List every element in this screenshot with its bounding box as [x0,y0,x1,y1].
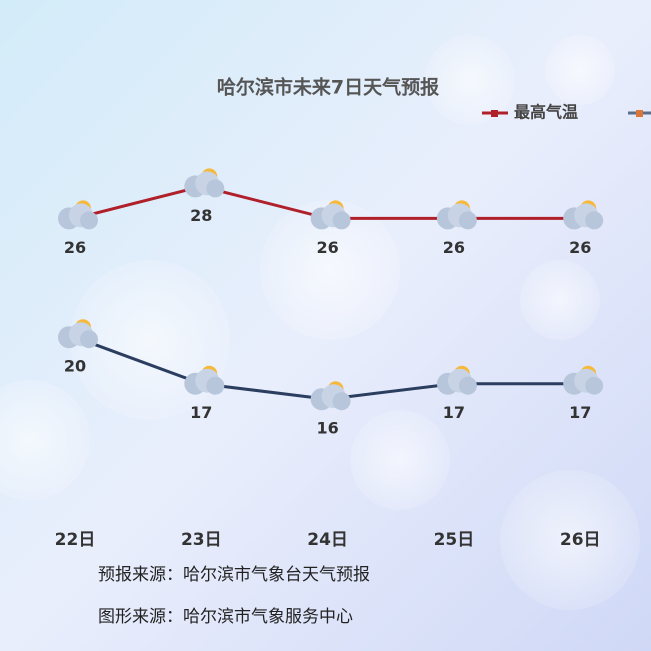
note: 图形来源：哈尔滨市气象服务中心 [98,607,353,627]
x-tick-label: 24日 [307,530,348,550]
weather-icon [310,381,351,411]
weather-icon [563,200,604,230]
weather-icon [310,200,351,230]
x-tick-label: 22日 [55,530,96,550]
legend-marker [491,110,498,117]
weather-icon [436,200,477,230]
weather-icon [58,319,98,349]
data-label: 26 [569,238,591,257]
legend-label: 最高气温 [514,103,578,122]
weather-icon [184,365,225,395]
note: 预报来源：哈尔滨市气象台天气预报 [98,565,370,585]
weather-icon [563,365,604,395]
data-label: 20 [64,357,86,376]
weather-icon [58,200,98,230]
data-label: 17 [190,403,212,422]
data-label: 26 [64,238,86,257]
x-tick-label: 25日 [434,530,475,550]
legend-marker [636,110,643,117]
weather-icon [436,365,477,395]
data-label: 26 [316,238,338,257]
chart-title: 哈尔滨市未来7日天气预报 [217,76,439,99]
data-label: 17 [569,403,591,422]
x-tick-label: 23日 [181,530,222,550]
data-label: 16 [316,419,338,438]
weather-icon [184,168,225,198]
data-label: 26 [443,238,465,257]
data-label: 17 [443,403,465,422]
x-tick-label: 26日 [560,530,601,550]
data-label: 28 [190,206,212,225]
